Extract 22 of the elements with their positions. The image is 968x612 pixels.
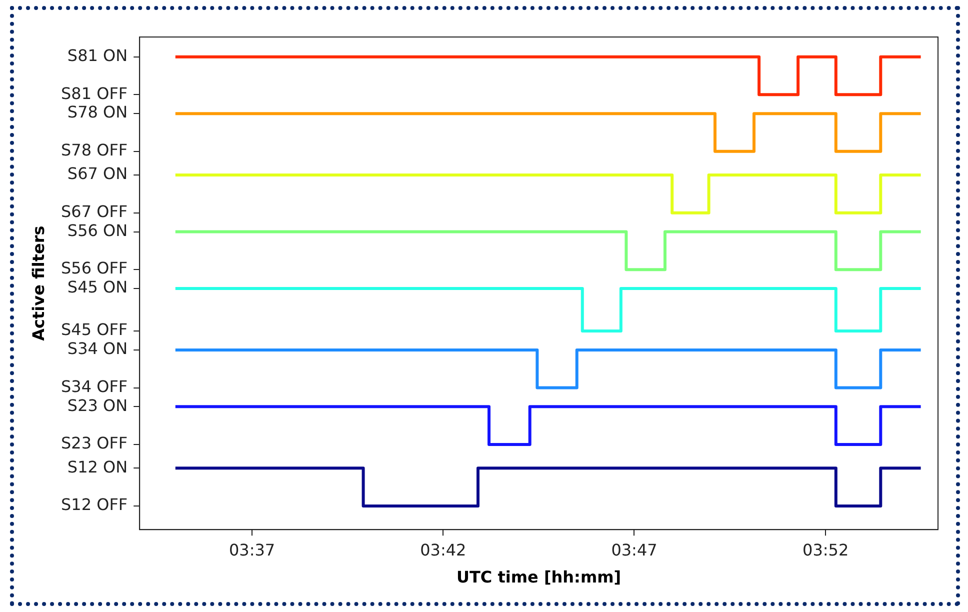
text: S81 OFF [60,84,128,103]
text: S81 ON [67,46,128,66]
text: S12 OFF [60,495,128,514]
text: S45 OFF [60,320,128,340]
text: S23 OFF [60,434,128,453]
x-tick-label: 03:42 [420,540,466,560]
x-tick-label: 03:52 [802,540,849,560]
x-tick-label: 03:47 [611,540,658,560]
text: S12 ON [67,457,128,476]
text: S45 ON [67,278,128,297]
text: S34 OFF [60,376,128,396]
text: S34 ON [67,339,128,358]
text: S56 ON [67,220,128,240]
text: S67 OFF [60,202,128,222]
text: S67 ON [67,164,128,184]
x-tick-label: 03:37 [228,540,276,560]
text: S23 ON [67,396,128,415]
x-axis-title: UTC time [hh:mm] [456,568,622,587]
text: S78 ON [67,102,128,122]
text: S56 OFF [60,258,128,278]
text: S78 OFF [60,140,128,160]
text: Active filters [29,226,48,341]
